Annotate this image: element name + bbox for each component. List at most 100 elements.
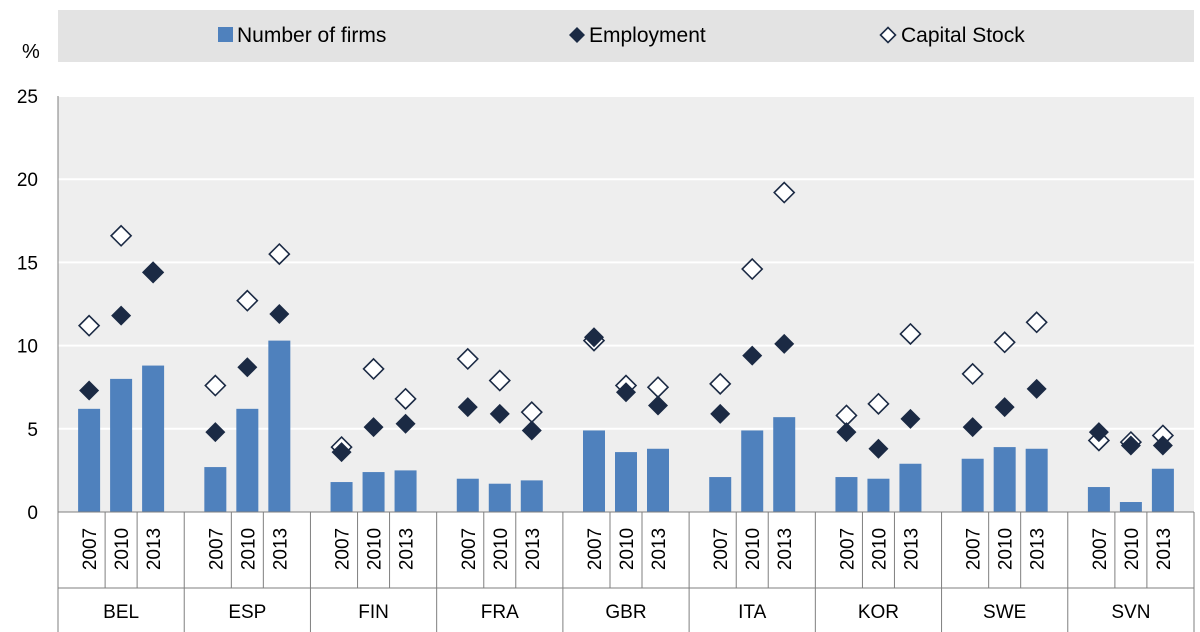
marker-employment-fra-2013 <box>521 420 542 441</box>
plot-area <box>58 96 1194 512</box>
legend-label-employment: Employment <box>589 24 706 47</box>
group-label-fin: FIN <box>358 602 389 623</box>
bar-firms-svn-2010 <box>1119 502 1142 512</box>
group-label-svn: SVN <box>1111 602 1150 623</box>
bar-firms-gbr-2013 <box>647 448 669 512</box>
marker-employment-fin-2010 <box>363 417 384 438</box>
bars-layer <box>78 340 1174 512</box>
bar-firms-gbr-2007 <box>583 430 605 512</box>
year-label-fra-2010: 2010 <box>491 528 512 570</box>
year-label-gbr-2007: 2007 <box>585 528 606 570</box>
marker-capital-bel-2010 <box>109 224 133 247</box>
year-label-gbr-2010: 2010 <box>617 528 638 570</box>
marker-capital-swe-2013 <box>1025 311 1048 334</box>
year-label-esp-2007: 2007 <box>206 528 227 570</box>
bar-firms-ita-2007 <box>709 477 732 512</box>
marker-capital-swe-2010 <box>993 331 1016 354</box>
axes-layer: 0 5 10 15 20 25 BEL 2007 2010 2013 ESP 2007 2010 2013… <box>17 87 1195 632</box>
marker-employment-bel-2013 <box>143 262 164 283</box>
bar-firms-swe-2010 <box>993 447 1016 512</box>
marker-employment-kor-2010 <box>868 438 889 459</box>
marker-employment-gbr-2013 <box>648 395 668 416</box>
bar-firms-bel-2010 <box>110 378 133 512</box>
year-label-bel-2010: 2010 <box>112 528 133 570</box>
group-label-bel: BEL <box>103 602 139 623</box>
marker-employment-gbr-2010 <box>616 382 636 403</box>
bar-firms-swe-2007 <box>961 458 984 512</box>
legend-swatch-capital-stock <box>879 26 897 44</box>
year-label-fra-2013: 2013 <box>523 528 544 570</box>
bar-firms-esp-2010 <box>236 408 259 512</box>
legend: Number of firms Employment Capital Stock <box>58 10 1194 62</box>
year-label-svn-2007: 2007 <box>1090 528 1111 570</box>
year-label-esp-2010: 2010 <box>238 528 259 570</box>
year-label-fin-2007: 2007 <box>333 528 354 570</box>
marker-employment-fin-2013 <box>395 413 416 434</box>
y-tick-10: 10 <box>17 337 38 358</box>
marker-employment-esp-2010 <box>237 357 258 378</box>
year-label-fin-2010: 2010 <box>365 528 386 570</box>
bar-firms-fra-2010 <box>488 483 511 512</box>
bar-firms-svn-2013 <box>1151 468 1174 512</box>
year-label-kor-2010: 2010 <box>869 528 890 570</box>
year-label-ita-2010: 2010 <box>743 528 764 570</box>
bar-firms-esp-2007 <box>204 467 227 512</box>
group-label-fra: FRA <box>481 602 519 623</box>
year-label-fra-2007: 2007 <box>459 528 480 570</box>
marker-employment-svn-2013 <box>1152 435 1173 456</box>
year-label-swe-2010: 2010 <box>996 528 1017 570</box>
marker-employment-bel-2007 <box>79 380 100 401</box>
marker-employment-kor-2013 <box>900 408 921 429</box>
marker-employment-fra-2010 <box>489 403 510 424</box>
marker-capital-fra-2010 <box>488 369 511 392</box>
year-label-bel-2007: 2007 <box>80 528 101 570</box>
year-label-gbr-2013: 2013 <box>649 528 670 570</box>
marker-employment-esp-2013 <box>269 303 290 324</box>
marker-capital-esp-2013 <box>268 242 291 266</box>
marker-employment-fin-2007 <box>331 442 352 463</box>
marker-employment-ita-2013 <box>774 333 795 354</box>
marker-capital-fin-2013 <box>394 387 417 410</box>
year-label-swe-2013: 2013 <box>1028 528 1049 570</box>
marker-employment-svn-2007 <box>1088 422 1109 443</box>
marker-employment-esp-2007 <box>205 422 226 443</box>
y-tick-15: 15 <box>17 253 38 274</box>
year-label-ita-2007: 2007 <box>711 528 732 570</box>
year-label-bel-2013: 2013 <box>144 528 165 570</box>
y-axis-unit-label: % <box>22 41 40 63</box>
year-label-ita-2013: 2013 <box>775 528 796 570</box>
year-label-kor-2007: 2007 <box>837 528 858 570</box>
marker-capital-kor-2010 <box>867 392 890 415</box>
legend-label-number-of-firms: Number of firms <box>237 24 386 47</box>
group-label-gbr: GBR <box>605 602 646 623</box>
bar-firms-gbr-2010 <box>615 452 637 512</box>
bar-firms-kor-2013 <box>899 463 922 512</box>
legend-swatch-employment <box>569 27 585 43</box>
marker-capital-esp-2007 <box>204 374 227 397</box>
y-tick-20: 20 <box>17 170 38 191</box>
legend-label-capital-stock: Capital Stock <box>901 24 1025 47</box>
marker-capital-ita-2013 <box>773 181 796 204</box>
year-label-kor-2013: 2013 <box>901 528 922 570</box>
bar-firms-fin-2007 <box>330 482 353 512</box>
marker-capital-fra-2007 <box>456 347 479 371</box>
marker-capital-fin-2010 <box>362 357 385 381</box>
bar-firms-swe-2013 <box>1025 448 1048 512</box>
marker-capital-ita-2007 <box>709 372 732 396</box>
y-tick-25: 25 <box>17 87 38 108</box>
year-label-fin-2013: 2013 <box>397 528 418 570</box>
year-label-esp-2013: 2013 <box>270 528 291 570</box>
bar-firms-kor-2007 <box>835 477 858 512</box>
bar-firms-ita-2013 <box>773 417 796 512</box>
group-label-ita: ITA <box>738 602 766 623</box>
year-label-svn-2010: 2010 <box>1122 528 1143 570</box>
bar-firms-svn-2007 <box>1087 487 1110 512</box>
group-label-esp: ESP <box>228 602 266 623</box>
bar-firms-bel-2007 <box>78 408 101 512</box>
bar-firms-fra-2013 <box>520 480 543 512</box>
marker-employment-kor-2007 <box>836 422 857 443</box>
group-label-kor: KOR <box>858 602 899 623</box>
marker-employment-svn-2010 <box>1120 435 1141 456</box>
bar-firms-fra-2007 <box>456 478 479 512</box>
